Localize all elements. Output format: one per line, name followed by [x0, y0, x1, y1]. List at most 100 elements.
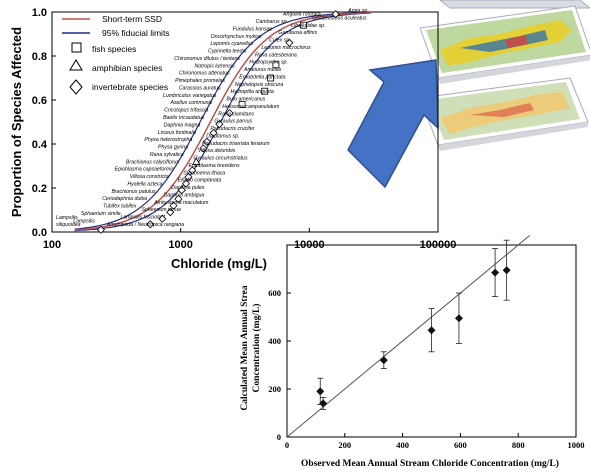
ssd-fiducial-upper [74, 12, 371, 232]
ssd-y-tick-label: 0.4 [32, 139, 48, 151]
legend-triangle-icon [69, 59, 83, 71]
ssd-species-label: Ambystoma maculatum [153, 200, 209, 206]
ssd-species-label: Brachionus patulus [111, 189, 156, 195]
ssd-point-diamond [225, 109, 234, 118]
ssd-species-label: Argia sp. [347, 8, 368, 14]
ssd-x-ticks: 100 1000 10000 100000 [43, 228, 456, 251]
ssd-species-label: Pimephales promelas [175, 78, 225, 84]
ssd-y-tick-label: 0.6 [32, 95, 47, 107]
ssd-chart: 0.00.20.40.60.81.0 100 1000 10000 100000 Ar… [9, 7, 456, 271]
ssd-species-label: Lepomis cyanellus [210, 41, 253, 47]
scatter-x-tick-label: 400 [396, 440, 409, 450]
ssd-species-label: Fundulus kansae [233, 26, 273, 32]
ssd-species-label: Physa heterostropha [144, 137, 192, 143]
map-layer-middle [419, 5, 590, 84]
ssd-species-label: Gambusia affinis [278, 30, 317, 36]
scatter-one-to-one-line [286, 235, 531, 438]
scatter-y-tick-label: 600 [268, 288, 281, 298]
ssd-species-label: Daphnia magna [164, 122, 201, 128]
ssd-point-square [261, 87, 269, 95]
ssd-y-tick-label: 0.2 [32, 183, 47, 195]
ssd-point-diamond [209, 128, 218, 138]
ssd-species-label: Helisoma campanulatum [222, 104, 280, 110]
legend-label-amphibian: amphibian species [92, 63, 162, 73]
ssd-species-label: Bufo americanus [226, 97, 265, 103]
scatter-point [491, 268, 500, 277]
ssd-species-label: Libellulidae sp. [291, 23, 325, 29]
ssd-y-axis-label: Proportion of Species Affected [9, 27, 24, 217]
ssd-point-square [238, 101, 246, 108]
scatter-chart: 0 200 400 600 0 200 400 600 800 1000 Observed Me… [240, 235, 585, 469]
ssd-x-tick-label: 1000 [168, 239, 192, 251]
ssd-x-tick-label: 100 [43, 239, 61, 251]
ssd-species-label: Epioblasma brevidens [189, 163, 240, 169]
ssd-species-label: Erpobdella punctata [239, 74, 285, 80]
scatter-y-tick-label: 400 [268, 336, 281, 346]
ssd-point-diamond [202, 137, 211, 146]
ssd-species-label: Ameiurus melas [243, 67, 282, 73]
pointer-arrow [347, 59, 439, 189]
ssd-species-label: Cyprinella leedsi [208, 49, 247, 55]
ssd-point-diamond [96, 225, 105, 234]
ssd-species-label: Spheerium tenue [141, 207, 181, 213]
scatter-point [427, 326, 436, 335]
ssd-species-label: Rana clamitans [218, 111, 254, 117]
ssd-species-label: Epioblasma capsaeformis [115, 167, 175, 173]
legend-label-invertebrate: invertebrate species [92, 82, 168, 92]
map-layer-bottom [419, 77, 589, 151]
legend-label-ssd: Short-term SSD [102, 14, 162, 24]
ssd-species-label: Asellus communis [169, 100, 212, 106]
ssd-species-label: Physa gyrina [158, 145, 188, 151]
ssd-species-label: Lumbriculus variegatus [163, 93, 217, 99]
map-stack-image [419, 0, 590, 151]
ssd-species-label: Carassius auratus [179, 85, 221, 91]
ssd-point-square [267, 74, 275, 82]
ssd-point-diamond [199, 144, 208, 153]
ssd-species-label: Cambarus sp. [256, 19, 288, 25]
ssd-curve [74, 12, 371, 231]
map-layer-top [439, 0, 590, 9]
ssd-species-label: Sphaerium simile [81, 211, 121, 217]
scatter-x-ticks: 0 200 400 600 800 1000 [285, 433, 585, 450]
scatter-x-tick-label: 0 [285, 440, 289, 450]
ssd-fiducial-lower [74, 12, 371, 230]
ssd-points [96, 10, 340, 234]
ssd-species-label: Nephelopsis obscura [235, 82, 284, 88]
ssd-species-label: Pseudacris triseriata feriarum [202, 141, 270, 147]
ssd-species-label: Hydroptila angusta [230, 89, 273, 95]
ssd-species-label: Hydropsyche sp. [249, 60, 288, 66]
ssd-point-diamond [169, 201, 178, 210]
ssd-point-diamond [181, 179, 191, 188]
scatter-x-tick-label: 600 [454, 440, 467, 450]
ssd-species-label: Amphipoda / Neotropica rangiana [106, 222, 184, 228]
legend-diamond-icon [69, 79, 83, 95]
ssd-plot-area [51, 11, 439, 233]
scatter-point [319, 399, 328, 408]
ssd-point-diamond [215, 120, 224, 129]
ssd-species-label: Daphnia ambigua [164, 192, 205, 198]
ssd-y-tick-label: 0.8 [32, 51, 47, 63]
scatter-y-ticks: 0 200 400 600 [268, 288, 291, 442]
ssd-point-square [272, 61, 280, 69]
ssd-species-label: Lampsilis [73, 218, 95, 224]
ssd-species-label: Anguilla rostrata [282, 12, 321, 18]
ssd-species-label: Oncorhynchus mykiss [211, 34, 262, 40]
ssd-species-label: Tubifex tubifex [103, 204, 137, 210]
ssd-species-label-lower: Lampsilis [56, 215, 78, 221]
legend-label-fiducial: 95% fiducial limits [102, 28, 170, 38]
ssd-species-label: Lirceus fontinalis [158, 130, 197, 136]
ssd-point-diamond [166, 208, 175, 217]
scatter-points [316, 239, 511, 410]
ssd-legend: Short-term SSD 95% fiducial limits fish … [62, 14, 170, 95]
scatter-one-to-one-line [286, 235, 531, 438]
ssd-species-label: Brachionus calyciflorus [126, 159, 179, 165]
ssd-point-diamond [285, 38, 294, 47]
ssd-species-label: Gasterosteus aculeatus [312, 15, 367, 21]
ssd-species-label: Villosa constricta [130, 174, 169, 180]
ssd-species-label: Stenonema ithaca [183, 170, 225, 176]
ssd-point-diamond [177, 186, 186, 195]
scatter-y-tick-label: 0 [277, 432, 281, 442]
scatter-point [502, 266, 511, 275]
